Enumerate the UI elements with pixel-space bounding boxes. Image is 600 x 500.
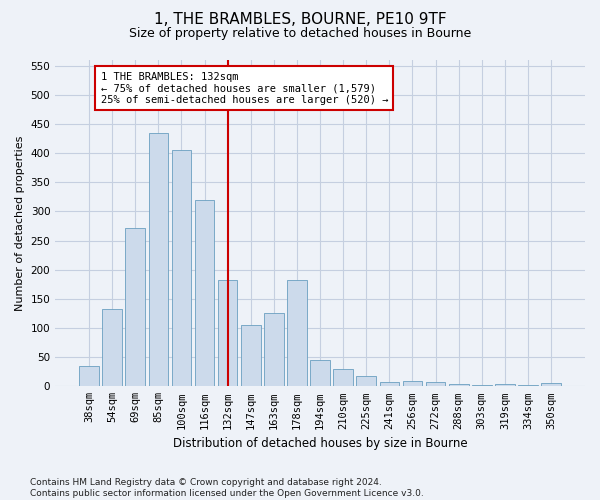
Bar [356, 376, 376, 386]
Bar [287, 280, 307, 386]
Bar [310, 360, 330, 386]
Bar [195, 200, 214, 386]
Text: Contains HM Land Registry data © Crown copyright and database right 2024.
Contai: Contains HM Land Registry data © Crown c… [30, 478, 424, 498]
Bar [125, 228, 145, 386]
Bar [79, 366, 99, 386]
Bar [472, 384, 491, 386]
Bar [541, 384, 561, 386]
Title: 1, THE BRAMBLES, BOURNE, PE10 9TF
Size of property relative to detached houses i: 1, THE BRAMBLES, BOURNE, PE10 9TF Size o… [0, 499, 1, 500]
Bar [264, 314, 284, 386]
Bar [426, 382, 445, 386]
Bar [172, 150, 191, 386]
Bar [518, 384, 538, 386]
Bar [218, 280, 238, 386]
Text: 1, THE BRAMBLES, BOURNE, PE10 9TF: 1, THE BRAMBLES, BOURNE, PE10 9TF [154, 12, 446, 28]
Bar [495, 384, 515, 386]
Text: 1 THE BRAMBLES: 132sqm
← 75% of detached houses are smaller (1,579)
25% of semi-: 1 THE BRAMBLES: 132sqm ← 75% of detached… [101, 72, 388, 105]
Text: Size of property relative to detached houses in Bourne: Size of property relative to detached ho… [129, 28, 471, 40]
Y-axis label: Number of detached properties: Number of detached properties [15, 136, 25, 311]
Bar [449, 384, 469, 386]
Bar [334, 369, 353, 386]
X-axis label: Distribution of detached houses by size in Bourne: Distribution of detached houses by size … [173, 437, 467, 450]
Bar [149, 133, 168, 386]
Bar [380, 382, 399, 386]
Bar [103, 309, 122, 386]
Bar [403, 381, 422, 386]
Bar [241, 325, 260, 386]
